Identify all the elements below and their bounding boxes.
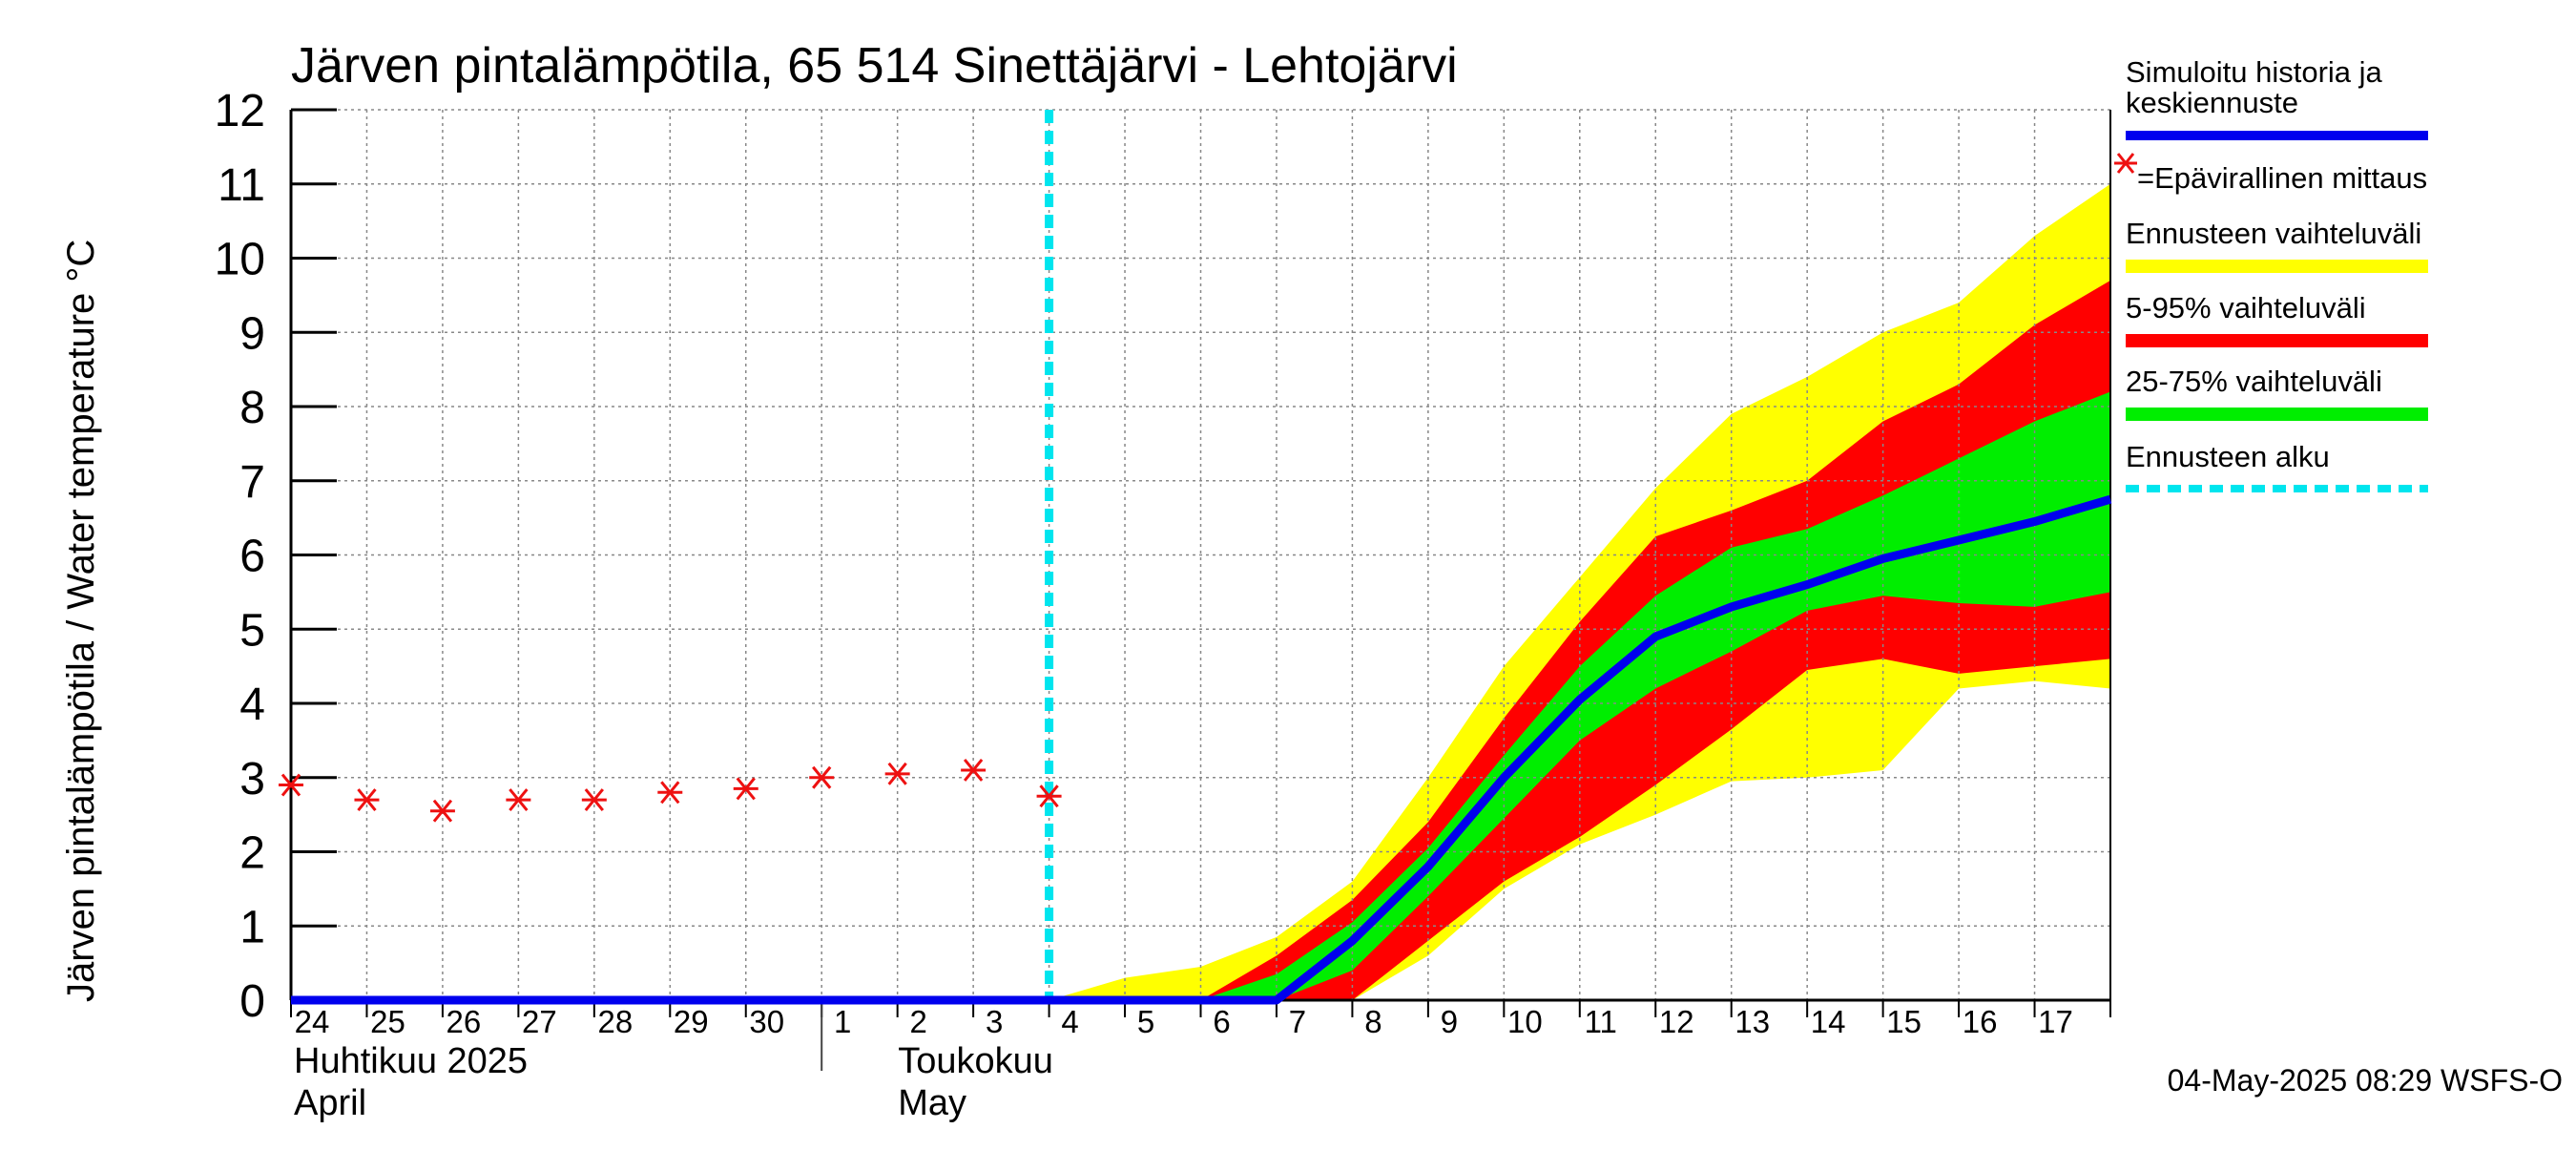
y-axis-label: Järven pintalämpötila / Water temperatur… <box>60 240 102 1002</box>
measurement-point <box>733 777 758 801</box>
month-label-en: April <box>294 1083 366 1123</box>
legend-p25-75-label: 25-75% vaihteluväli <box>2126 365 2382 398</box>
y-tick-label: 9 <box>239 308 265 359</box>
x-tick-label: 25 <box>370 1004 405 1039</box>
y-tick-label: 6 <box>239 532 265 582</box>
measurement-point <box>961 759 987 782</box>
x-tick-label: 29 <box>674 1004 709 1039</box>
x-tick-label: 2 <box>909 1004 926 1039</box>
measurement-point <box>809 765 835 789</box>
x-tick-label: 24 <box>295 1004 330 1039</box>
legend-forecast-range-swatch <box>2126 260 2428 273</box>
x-tick-label: 12 <box>1659 1004 1694 1039</box>
legend-p25-75-swatch <box>2126 408 2428 421</box>
x-tick-label: 27 <box>522 1004 557 1039</box>
x-tick-label: 28 <box>597 1004 633 1039</box>
y-tick-label: 5 <box>239 605 265 656</box>
x-tick-label: 15 <box>1886 1004 1922 1039</box>
y-tick-label: 1 <box>239 902 265 952</box>
x-tick-label: 30 <box>749 1004 784 1039</box>
y-tick-label: 3 <box>239 754 265 805</box>
measurement-point <box>581 788 607 812</box>
x-tick-label: 16 <box>1963 1004 1998 1039</box>
x-tick-label: 17 <box>2038 1004 2073 1039</box>
legend-measurement-icon <box>2114 153 2137 174</box>
legend-measurement-label: =Epävirallinen mittaus <box>2137 161 2427 195</box>
x-tick-label: 9 <box>1441 1004 1458 1039</box>
x-tick-label: 14 <box>1811 1004 1846 1039</box>
measurement-point <box>1036 784 1062 808</box>
measurement-point <box>279 773 303 797</box>
legend-simulated-label-2: keskiennuste <box>2126 86 2298 119</box>
x-tick-label: 4 <box>1061 1004 1078 1039</box>
measurement-point <box>506 788 531 812</box>
measurement-point <box>884 762 910 785</box>
legend-forecast-start-label: Ennusteen alku <box>2126 440 2330 473</box>
y-tick-label: 0 <box>239 976 265 1027</box>
grid-lines <box>291 109 2110 1000</box>
x-tick-label: 6 <box>1213 1004 1230 1039</box>
band-25-75 <box>1200 391 2110 1000</box>
y-tick-label: 2 <box>239 828 265 879</box>
y-tick-label: 12 <box>215 86 265 136</box>
legend-p5-95-label: 5-95% vaihteluväli <box>2126 291 2366 324</box>
x-tick-label: 26 <box>447 1004 482 1039</box>
x-tick-label: 7 <box>1289 1004 1306 1039</box>
x-tick-label: 1 <box>834 1004 851 1039</box>
month-label-en: May <box>898 1083 966 1123</box>
legend-simulated-label-1: Simuloitu historia ja <box>2126 55 2383 89</box>
month-label-fi: Toukokuu <box>898 1041 1053 1081</box>
chart-title: Järven pintalämpötila, 65 514 Sinettäjär… <box>291 38 1458 94</box>
y-tick-label: 4 <box>239 680 265 730</box>
measurement-point <box>657 781 683 805</box>
measurement-point <box>354 788 380 812</box>
measurement-point <box>429 799 455 823</box>
y-tick-label: 8 <box>239 383 265 433</box>
x-tick-label: 10 <box>1507 1004 1543 1039</box>
legend-p5-95-swatch <box>2126 334 2428 347</box>
x-tick-label: 8 <box>1364 1004 1381 1039</box>
measurement-marks <box>279 759 1062 823</box>
legend: Simuloitu historia ja keskiennuste =Epäv… <box>2114 55 2428 492</box>
x-tick-label: 13 <box>1735 1004 1770 1039</box>
y-tick-label: 11 <box>218 160 265 211</box>
x-tick-label: 3 <box>986 1004 1003 1039</box>
x-tick-label: 5 <box>1137 1004 1154 1039</box>
legend-forecast-range-label: Ennusteen vaihteluväli <box>2126 217 2421 250</box>
month-label-fi: Huhtikuu 2025 <box>294 1041 528 1081</box>
series <box>291 494 2112 1005</box>
x-tick-label: 11 <box>1585 1004 1617 1039</box>
simulated-line <box>291 494 2112 1005</box>
y-tick-label: 10 <box>215 235 265 285</box>
y-tick-label: 7 <box>239 457 265 508</box>
footer-timestamp: 04-May-2025 08:29 WSFS-O <box>2168 1063 2563 1098</box>
